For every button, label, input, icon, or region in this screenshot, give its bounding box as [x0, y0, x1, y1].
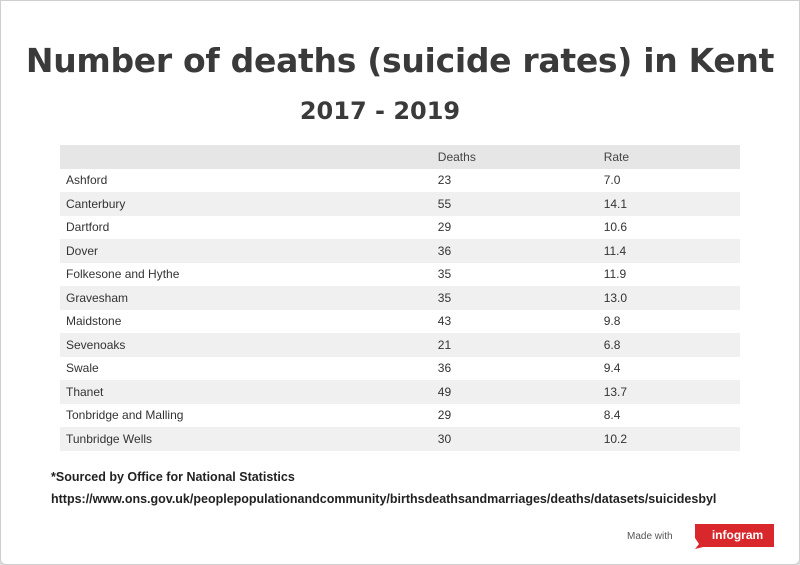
page-subtitle: 2017 - 2019 [299, 97, 461, 125]
cell-deaths: 43 [431, 309, 598, 333]
cell-rate: 10.2 [597, 427, 740, 451]
cell-name: Swale [60, 356, 432, 380]
table-row: Ashford 23 7.0 [60, 168, 740, 192]
source-url[interactable]: https://www.ons.gov.uk/peoplepopulationa… [51, 492, 717, 506]
cell-name: Sevenoaks [60, 333, 432, 357]
cell-rate: 7.0 [597, 168, 740, 192]
table-row: Maidstone 43 9.8 [60, 309, 740, 333]
made-with-label: Made with [627, 531, 673, 542]
table-row: Tonbridge and Malling 29 8.4 [60, 403, 740, 427]
cell-deaths: 30 [431, 427, 598, 451]
table-row: Sevenoaks 21 6.8 [60, 333, 740, 357]
cell-rate: 8.4 [597, 403, 740, 427]
cell-name: Gravesham [60, 286, 432, 310]
cell-rate: 11.4 [597, 239, 740, 263]
cell-name: Folkesone and Hythe [60, 262, 432, 286]
logo-flag-shape [695, 524, 774, 549]
cell-deaths: 35 [431, 262, 598, 286]
table-row: Gravesham 35 13.0 [60, 286, 740, 310]
cell-deaths: 35 [431, 286, 598, 310]
cell-deaths: 36 [431, 239, 598, 263]
cell-name: Tunbridge Wells [60, 427, 432, 451]
infogram-logo[interactable]: infogram [695, 524, 774, 549]
cell-deaths: 29 [431, 403, 598, 427]
cell-deaths: 21 [431, 333, 598, 357]
cell-rate: 9.4 [597, 356, 740, 380]
table-row: Dartford 29 10.6 [60, 215, 740, 239]
cell-deaths: 36 [431, 356, 598, 380]
cell-deaths: 29 [431, 215, 598, 239]
table-row: Folkesone and Hythe 35 11.9 [60, 262, 740, 286]
cell-deaths: 23 [431, 168, 598, 192]
cell-name: Ashford [60, 168, 432, 192]
logo-text: infogram [711, 528, 764, 542]
cell-rate: 10.6 [597, 215, 740, 239]
cell-deaths: 49 [431, 380, 598, 404]
table-row: Canterbury 55 14.1 [60, 192, 740, 216]
table-row: Tunbridge Wells 30 10.2 [60, 427, 740, 451]
table-body: Ashford 23 7.0 Canterbury 55 14.1 Dartford 29 10… [60, 168, 740, 451]
cell-rate: 13.7 [597, 380, 740, 404]
data-table: Deaths Rate Ashford 23 7.0 Canterbury 55 14.1… [60, 145, 740, 451]
page-title: Number of deaths (suicide rates) in Kent [25, 41, 775, 80]
cell-rate: 13.0 [597, 286, 740, 310]
cell-name: Canterbury [60, 192, 432, 216]
cell-name: Dartford [60, 215, 432, 239]
table-row: Thanet 49 13.7 [60, 380, 740, 404]
source-note: *Sourced by Office for National Statisti… [51, 470, 295, 484]
cell-deaths: 55 [431, 192, 598, 216]
cell-name: Tonbridge and Malling [60, 403, 432, 427]
cell-rate: 14.1 [597, 192, 740, 216]
cell-rate: 6.8 [597, 333, 740, 357]
cell-rate: 9.8 [597, 309, 740, 333]
table-row: Swale 36 9.4 [60, 356, 740, 380]
column-header-rate: Rate [597, 145, 740, 169]
cell-name: Maidstone [60, 309, 432, 333]
table-header-row: Deaths Rate [60, 145, 740, 169]
cell-name: Thanet [60, 380, 432, 404]
column-header-deaths: Deaths [431, 145, 598, 169]
table-row: Dover 36 11.4 [60, 239, 740, 263]
column-header-name [60, 145, 432, 169]
cell-rate: 11.9 [597, 262, 740, 286]
cell-name: Dover [60, 239, 432, 263]
